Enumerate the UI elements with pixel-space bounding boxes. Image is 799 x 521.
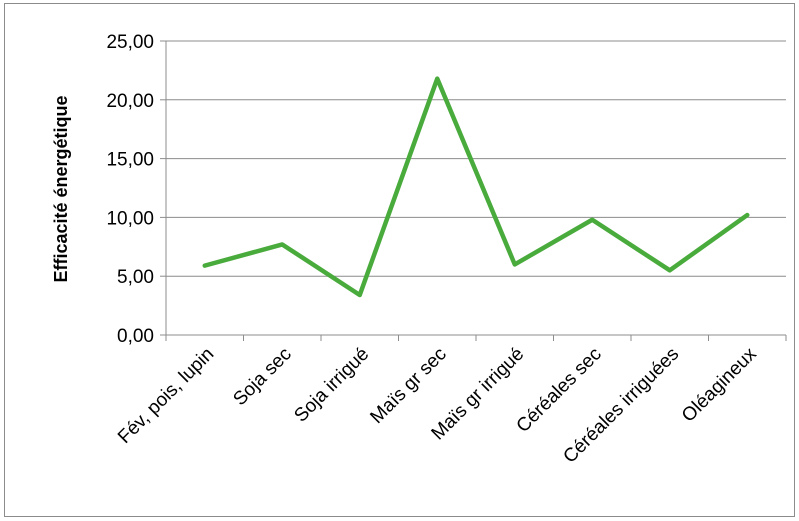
x-tick-label: Oléagineux [678, 343, 761, 426]
y-tick-label: 0,00 [117, 326, 154, 347]
y-tick-labels: 0,00 5,00 10,00 15,00 20,00 25,00 [106, 32, 154, 347]
gridlines [166, 41, 786, 276]
y-tick-label: 25,00 [106, 32, 154, 53]
series-line [205, 79, 748, 295]
y-tick-label: 20,00 [106, 91, 154, 112]
y-axis-label: Efficacité énergétique [51, 95, 71, 282]
y-tick-label: 10,00 [106, 208, 154, 229]
y-tick-label: 15,00 [106, 150, 154, 171]
axes [160, 41, 786, 341]
x-tick-label: Maïs gr sec [366, 344, 450, 428]
y-tick-label: 5,00 [117, 267, 154, 288]
series-group [205, 79, 748, 296]
x-tick-label: Soja irrigué [290, 344, 373, 427]
x-tick-label: Fév, pois, lupin [114, 344, 218, 448]
x-tick-label: Soja sec [229, 344, 295, 410]
